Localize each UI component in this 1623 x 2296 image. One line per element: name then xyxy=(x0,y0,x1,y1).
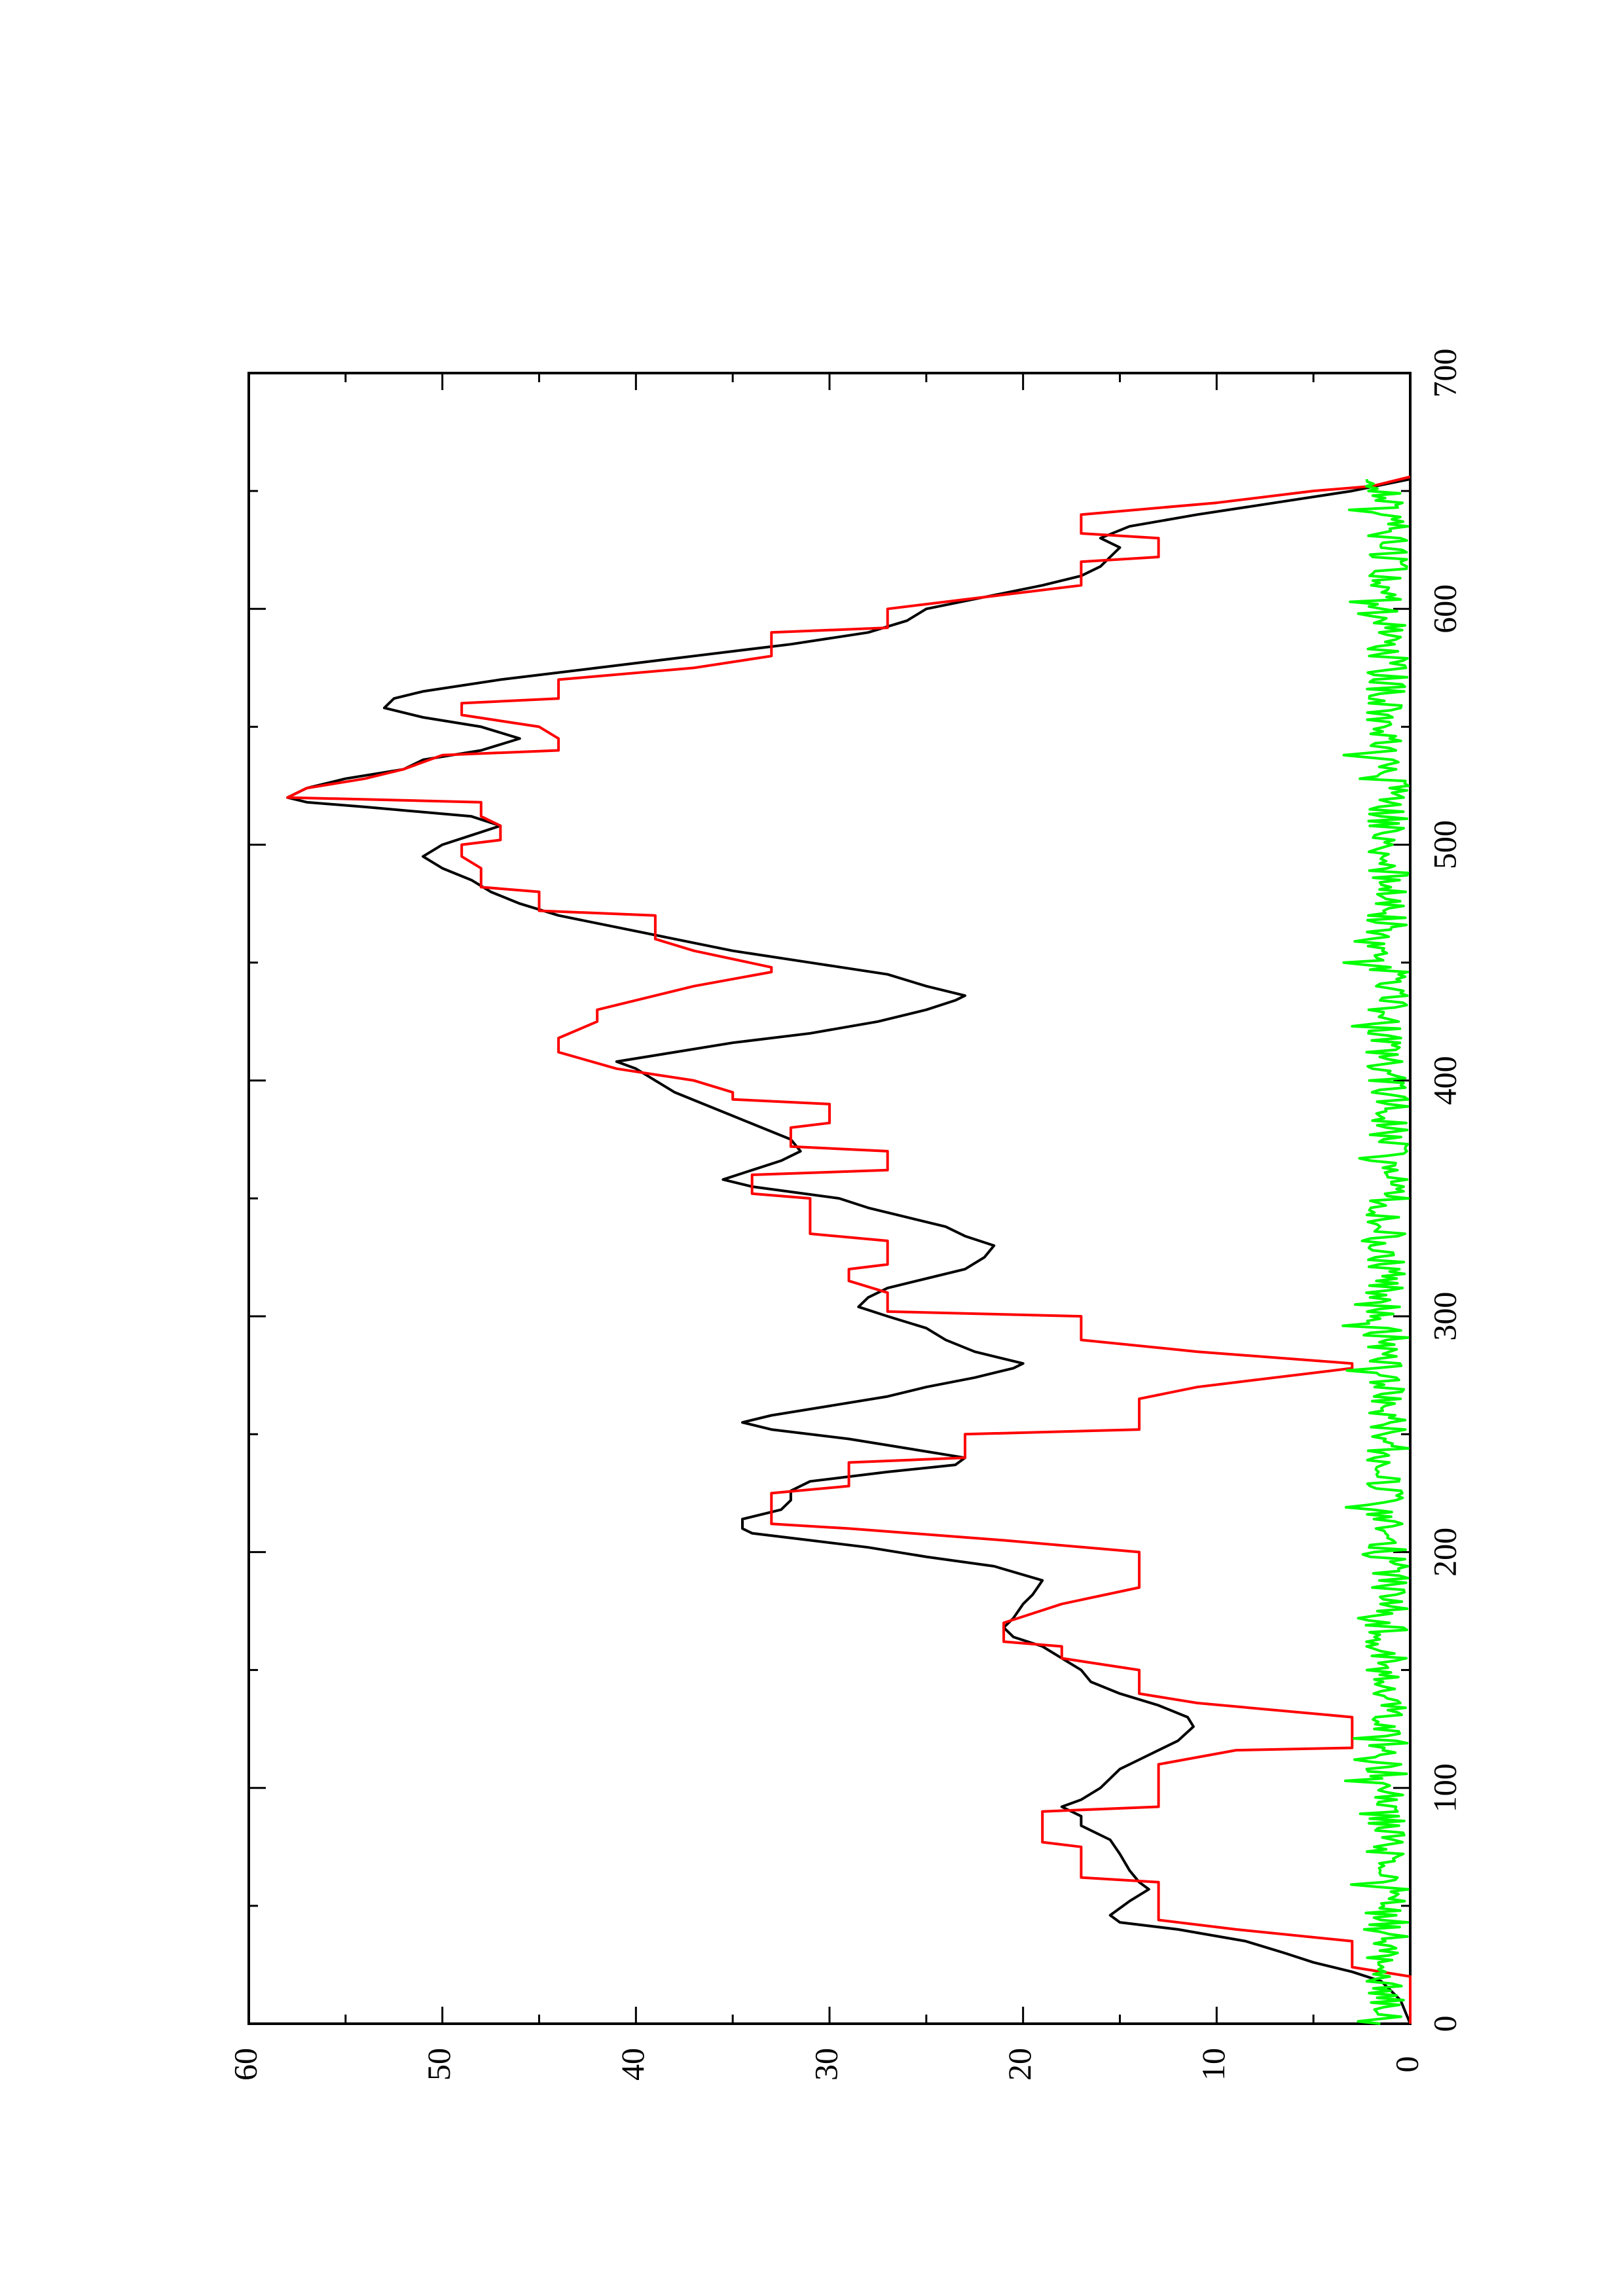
x-tick-label: 200 xyxy=(1426,1528,1463,1577)
x-tick-label: 600 xyxy=(1426,584,1463,634)
y-tick-label: 50 xyxy=(420,2048,457,2081)
y-tick-label: 40 xyxy=(614,2048,651,2081)
x-tick-label: 300 xyxy=(1426,1292,1463,1341)
y-tick-label: 20 xyxy=(1001,2048,1038,2081)
y-tick-label: 10 xyxy=(1195,2048,1231,2081)
x-tick-label: 500 xyxy=(1426,820,1463,869)
x-tick-label: 100 xyxy=(1426,1763,1463,1812)
series-2-line xyxy=(1341,478,1410,2025)
series-1-line xyxy=(286,475,1412,2024)
x-tick-label: 400 xyxy=(1426,1056,1463,1105)
series-0-line xyxy=(286,478,1412,2024)
y-tick-label: 0 xyxy=(1388,2056,1425,2073)
series-group xyxy=(286,475,1412,2025)
tick-labels: 0 100 200 300 400 500 600 700 0 10 20 30 40 50 60 xyxy=(227,349,1463,2081)
x-tick-label: 700 xyxy=(1426,349,1463,398)
y-tick-label: 60 xyxy=(227,2048,263,2081)
y-tick-label: 30 xyxy=(807,2048,844,2081)
axis-ticks xyxy=(247,372,1412,2025)
x-tick-label: 0 xyxy=(1426,2016,1463,2032)
